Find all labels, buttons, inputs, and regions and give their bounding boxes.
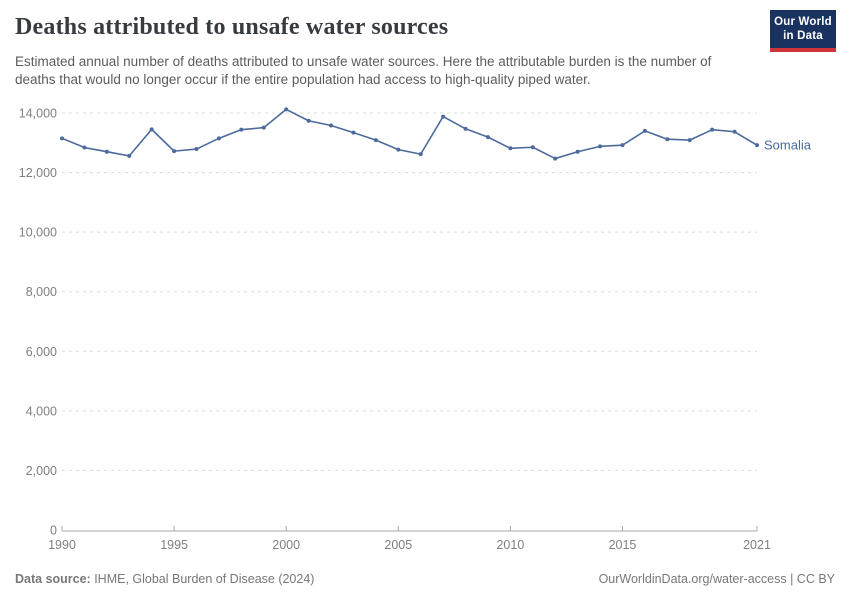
data-point[interactable] bbox=[194, 147, 199, 152]
data-point[interactable] bbox=[149, 127, 154, 132]
data-point[interactable] bbox=[620, 143, 625, 148]
data-point[interactable] bbox=[261, 125, 266, 130]
data-point[interactable] bbox=[284, 107, 289, 112]
data-point[interactable] bbox=[127, 153, 132, 158]
data-source-note: Data source: IHME, Global Burden of Dise… bbox=[15, 572, 314, 586]
data-point[interactable] bbox=[710, 127, 715, 132]
y-tick-label: 2,000 bbox=[26, 464, 57, 478]
chart-title: Deaths attributed to unsafe water source… bbox=[15, 14, 449, 40]
x-tick-label: 2021 bbox=[743, 538, 771, 552]
data-point[interactable] bbox=[687, 138, 692, 143]
x-tick-label: 2005 bbox=[384, 538, 412, 552]
x-tick-label: 1995 bbox=[160, 538, 188, 552]
data-point[interactable] bbox=[82, 145, 87, 150]
data-point[interactable] bbox=[508, 146, 513, 151]
y-tick-label: 0 bbox=[50, 524, 57, 538]
x-tick-label: 2015 bbox=[609, 538, 637, 552]
data-point[interactable] bbox=[104, 149, 109, 154]
y-tick-label: 4,000 bbox=[26, 404, 57, 418]
series-end-label[interactable]: Somalia bbox=[764, 138, 812, 153]
series-line bbox=[61, 108, 758, 160]
data-point[interactable] bbox=[373, 138, 378, 143]
data-point[interactable] bbox=[239, 127, 244, 132]
data-point[interactable] bbox=[530, 145, 535, 150]
data-point[interactable] bbox=[351, 130, 356, 135]
y-tick-label: 12,000 bbox=[19, 166, 57, 180]
data-point[interactable] bbox=[755, 143, 759, 148]
data-point[interactable] bbox=[172, 149, 177, 154]
data-point[interactable] bbox=[306, 118, 311, 123]
data-point[interactable] bbox=[441, 114, 446, 119]
data-point[interactable] bbox=[665, 137, 670, 142]
data-point[interactable] bbox=[60, 136, 64, 141]
footer-separator: | bbox=[786, 572, 797, 586]
data-point[interactable] bbox=[553, 156, 558, 161]
owid-logo[interactable]: Our World in Data bbox=[770, 10, 836, 52]
chart-footer: Data source: IHME, Global Burden of Dise… bbox=[15, 572, 835, 586]
owid-url-link[interactable]: OurWorldinData.org/water-access bbox=[598, 572, 787, 586]
license-label: CC BY bbox=[796, 572, 835, 586]
data-point[interactable] bbox=[485, 135, 490, 140]
data-point[interactable] bbox=[396, 147, 401, 152]
footer-credits: OurWorldinData.org/water-access | CC BY bbox=[599, 572, 835, 586]
y-tick-label: 6,000 bbox=[26, 345, 57, 359]
data-source-value: IHME, Global Burden of Disease (2024) bbox=[90, 572, 315, 586]
data-point[interactable] bbox=[463, 126, 468, 131]
x-tick-label: 2000 bbox=[272, 538, 300, 552]
data-source-label: Data source: bbox=[15, 572, 91, 586]
owid-logo-line1: Our World bbox=[774, 15, 832, 28]
data-point[interactable] bbox=[418, 152, 423, 157]
data-point[interactable] bbox=[642, 128, 647, 133]
y-tick-label: 14,000 bbox=[19, 107, 57, 121]
y-tick-label: 10,000 bbox=[19, 226, 57, 240]
chart-subtitle: Estimated annual number of deaths attrib… bbox=[15, 54, 712, 87]
data-point[interactable] bbox=[732, 129, 737, 134]
x-tick-label: 2010 bbox=[496, 538, 524, 552]
data-point[interactable] bbox=[329, 123, 334, 128]
data-point[interactable] bbox=[216, 136, 221, 141]
owid-logo-line2: in Data bbox=[783, 30, 823, 42]
data-point[interactable] bbox=[575, 149, 580, 154]
data-point[interactable] bbox=[598, 144, 603, 149]
y-tick-label: 8,000 bbox=[26, 285, 57, 299]
x-tick-label: 1990 bbox=[48, 538, 76, 552]
